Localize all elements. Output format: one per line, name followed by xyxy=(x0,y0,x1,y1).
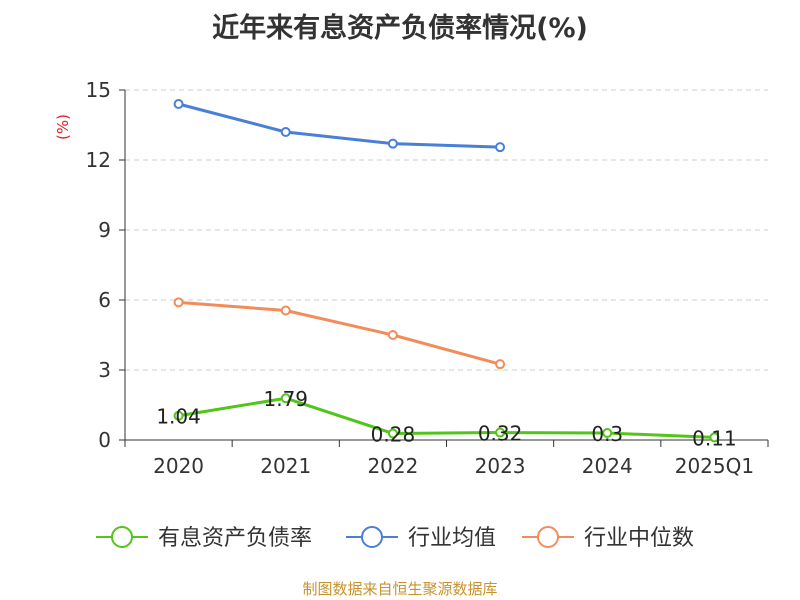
legend-label: 有息资产负债率 xyxy=(158,526,312,551)
data-point xyxy=(173,410,184,421)
grid-lines xyxy=(125,89,768,371)
y-tick-label: 15 xyxy=(86,78,111,102)
legend-swatch-marker xyxy=(537,526,559,548)
x-tick-label: 2020 xyxy=(153,454,204,478)
data-label: 0.11 xyxy=(692,426,737,450)
series xyxy=(173,99,720,443)
data-point xyxy=(280,305,291,316)
data-point xyxy=(173,297,184,308)
data-point xyxy=(173,99,184,109)
series-line xyxy=(178,300,501,366)
data-label: 1.79 xyxy=(263,387,308,411)
y-tick-label: 0 xyxy=(98,428,111,452)
x-tick-label: 2021 xyxy=(260,454,311,478)
data-point xyxy=(495,359,506,370)
series-line xyxy=(178,102,501,149)
legend-swatch-marker xyxy=(361,526,383,548)
legend: 有息资产负债率 行业均值 行业中位数 xyxy=(96,526,694,551)
y-tick-label: 6 xyxy=(98,288,111,312)
data-point xyxy=(280,393,291,404)
data-point xyxy=(387,138,398,149)
x-tick-label: 2022 xyxy=(367,454,418,478)
data-point xyxy=(280,127,291,137)
x-tick-label: 2023 xyxy=(475,454,526,478)
axes: 0 3 6 9 12 15 2020 2021 2022 2023 2024 2025Q1 (%) xyxy=(54,78,769,478)
data-labels: 1.04 1.79 0.28 0.32 0.3 0.11 xyxy=(156,387,736,450)
y-tick-label: 12 xyxy=(86,148,111,172)
data-point xyxy=(387,428,398,439)
legend-label: 行业均值 xyxy=(408,526,496,551)
y-axis-label: (%) xyxy=(54,114,72,140)
legend-swatch-marker xyxy=(111,526,133,548)
data-point xyxy=(387,330,398,340)
data-label: 1.04 xyxy=(156,405,201,429)
y-tick-label: 9 xyxy=(98,218,111,242)
data-label: 0.32 xyxy=(478,422,523,446)
x-tick-label: 2024 xyxy=(582,454,633,478)
data-point xyxy=(709,432,720,443)
data-point xyxy=(495,427,506,438)
data-point xyxy=(602,428,613,438)
chart-title: 近年来有息资产负债率情况(%) xyxy=(212,13,588,44)
data-label: 0.3 xyxy=(591,422,623,446)
data-point xyxy=(495,142,506,153)
x-tick-label: 2025Q1 xyxy=(675,454,754,478)
y-tick-label: 3 xyxy=(98,358,111,382)
legend-label: 行业中位数 xyxy=(584,526,694,551)
series-line xyxy=(178,396,715,439)
source-note: 制图数据来自恒生聚源数据库 xyxy=(302,580,498,598)
data-label: 0.28 xyxy=(371,422,416,446)
